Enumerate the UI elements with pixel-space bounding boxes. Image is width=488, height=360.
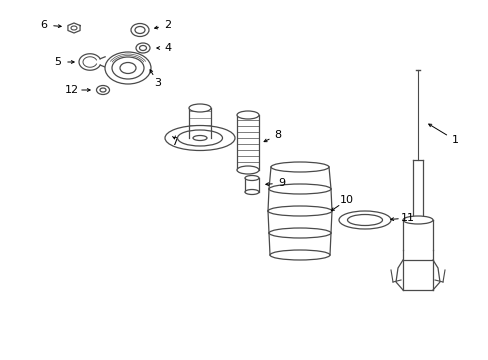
- Ellipse shape: [105, 52, 151, 84]
- Ellipse shape: [244, 189, 259, 194]
- Ellipse shape: [139, 45, 146, 50]
- Text: 9: 9: [278, 178, 285, 188]
- Ellipse shape: [136, 43, 150, 53]
- Ellipse shape: [120, 63, 136, 73]
- Text: 11: 11: [400, 213, 414, 223]
- Text: 6: 6: [41, 20, 47, 30]
- Ellipse shape: [338, 211, 390, 229]
- Text: 4: 4: [164, 43, 171, 53]
- Ellipse shape: [177, 130, 222, 146]
- Ellipse shape: [347, 215, 382, 225]
- Ellipse shape: [112, 57, 143, 79]
- Ellipse shape: [237, 111, 259, 119]
- Ellipse shape: [193, 135, 206, 140]
- Text: 10: 10: [339, 195, 353, 205]
- Ellipse shape: [100, 88, 106, 92]
- Ellipse shape: [244, 176, 259, 180]
- Ellipse shape: [71, 26, 77, 30]
- Text: 7: 7: [171, 137, 178, 147]
- Text: 3: 3: [154, 78, 161, 88]
- Text: 1: 1: [450, 135, 458, 145]
- Text: 8: 8: [274, 130, 281, 140]
- Ellipse shape: [135, 27, 145, 33]
- Ellipse shape: [96, 86, 109, 95]
- Text: 12: 12: [65, 85, 79, 95]
- Text: 5: 5: [54, 57, 61, 67]
- Ellipse shape: [164, 126, 235, 150]
- Ellipse shape: [189, 104, 210, 112]
- Text: 2: 2: [164, 20, 171, 30]
- Ellipse shape: [237, 166, 259, 174]
- Ellipse shape: [131, 23, 149, 36]
- Ellipse shape: [402, 216, 432, 224]
